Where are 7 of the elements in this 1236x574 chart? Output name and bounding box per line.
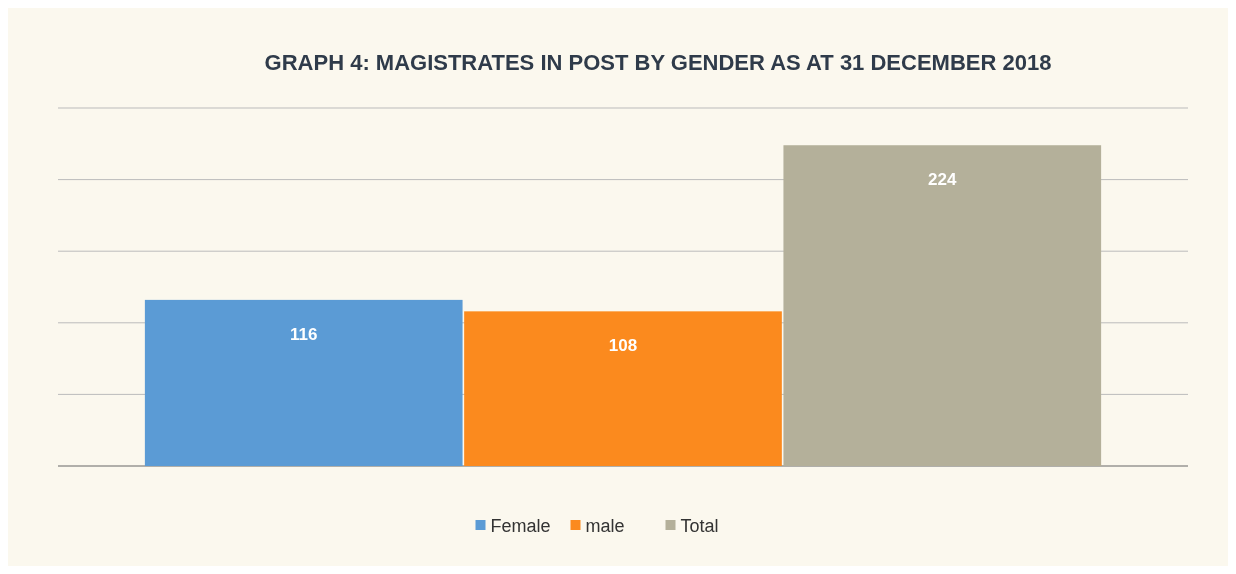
- legend-label: Female: [490, 516, 551, 537]
- chart-title: GRAPH 4: MAGISTRATES IN POST BY GENDER AS AT 31 DECEMBER 2018: [264, 50, 1052, 75]
- data-label: 224: [928, 170, 957, 190]
- data-label: 116: [290, 324, 318, 344]
- legend-label: Total: [680, 516, 719, 537]
- legend-label: male: [585, 516, 625, 537]
- data-label: 108: [608, 336, 638, 356]
